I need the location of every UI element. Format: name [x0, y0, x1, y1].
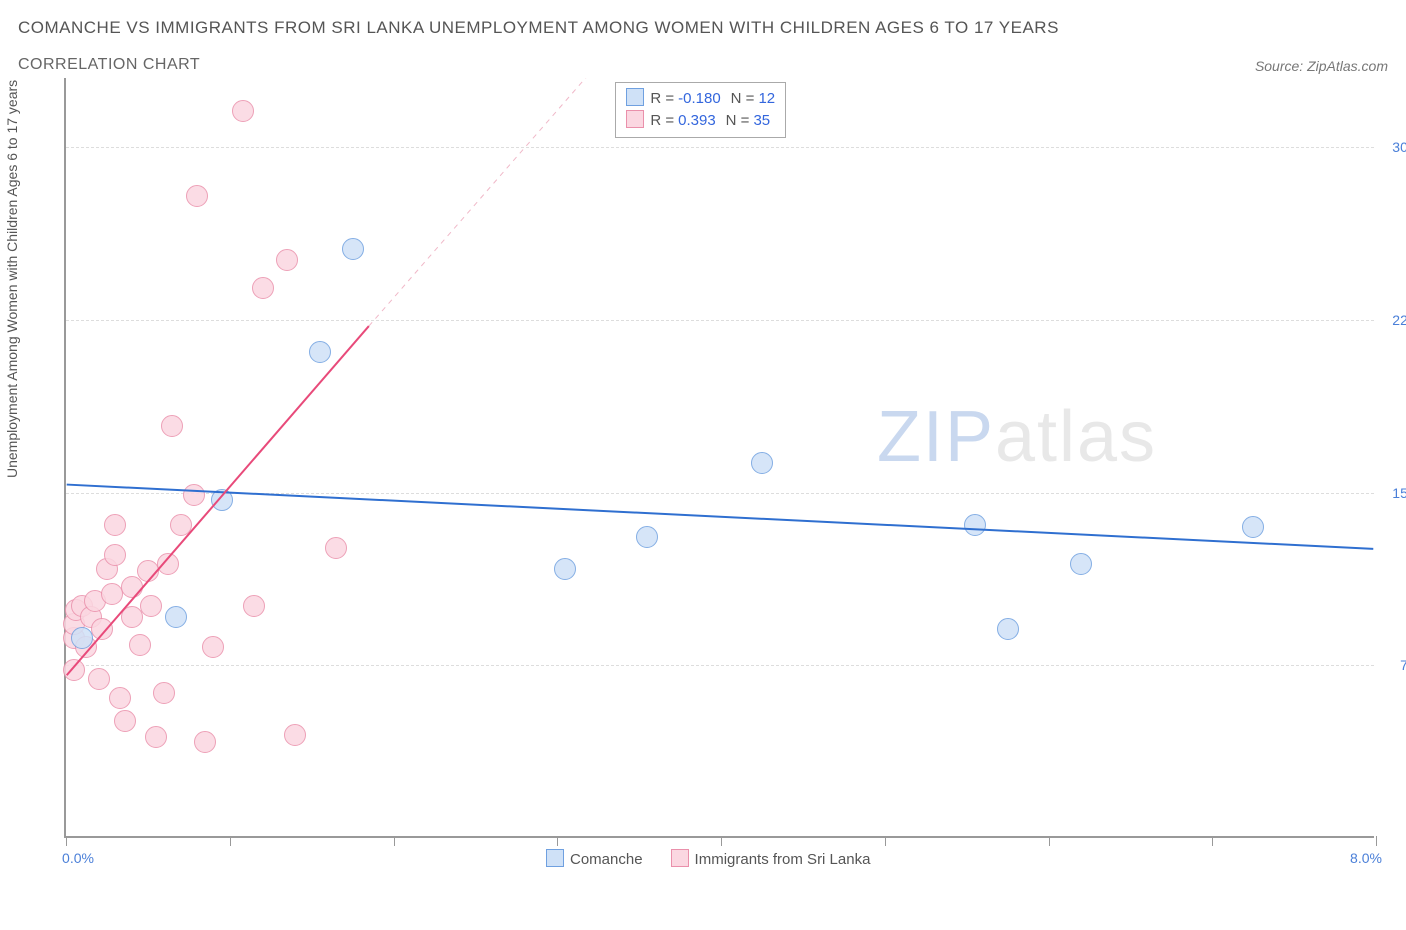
y-tick-label: 22.5%: [1392, 312, 1406, 328]
bottom-legend-label: Comanche: [570, 851, 643, 868]
point-b: [186, 185, 208, 207]
point-b: [140, 595, 162, 617]
page-title: COMANCHE VS IMMIGRANTS FROM SRI LANKA UN…: [18, 18, 1059, 38]
legend-stats-box: R =-0.180N =12R =0.393N =35: [615, 82, 786, 138]
point-b: [114, 710, 136, 732]
point-a: [211, 489, 233, 511]
x-tick: [394, 836, 395, 846]
y-tick-label: 15.0%: [1392, 485, 1406, 501]
point-a: [1070, 553, 1092, 575]
bottom-legend-item: Immigrants from Sri Lanka: [671, 851, 871, 868]
x-tick: [66, 836, 67, 846]
point-b: [109, 687, 131, 709]
y-tick-label: 30.0%: [1392, 139, 1406, 155]
point-b: [284, 724, 306, 746]
point-a: [309, 341, 331, 363]
bottom-legend: Comanche Immigrants from Sri Lanka: [546, 849, 898, 868]
point-a: [964, 514, 986, 536]
point-a: [342, 238, 364, 260]
point-a: [554, 558, 576, 580]
legend-r-label: R =: [650, 112, 674, 129]
legend-swatch: [626, 110, 644, 128]
chart-subtitle: CORRELATION CHART: [18, 56, 200, 74]
legend-stats-row: R =-0.180 N =12: [626, 88, 775, 110]
y-tick-label: 7.5%: [1400, 657, 1406, 673]
point-b: [121, 606, 143, 628]
x-tick: [557, 836, 558, 846]
legend-stats-row: R =0.393 N =35: [626, 110, 775, 132]
gridline: [66, 493, 1374, 494]
legend-n-value: 35: [753, 112, 770, 129]
point-a: [751, 452, 773, 474]
point-b: [63, 659, 85, 681]
legend-n-label: N =: [726, 112, 750, 129]
watermark-atlas: atlas: [995, 397, 1157, 477]
point-b: [252, 277, 274, 299]
x-tick-label: 0.0%: [62, 850, 94, 866]
point-b: [91, 618, 113, 640]
point-b: [276, 249, 298, 271]
y-axis-label: Unemployment Among Women with Children A…: [4, 80, 20, 478]
point-a: [71, 627, 93, 649]
point-b: [243, 595, 265, 617]
gridline: [66, 147, 1374, 148]
point-b: [157, 553, 179, 575]
point-a: [636, 526, 658, 548]
gridline: [66, 665, 1374, 666]
point-b: [161, 415, 183, 437]
x-tick-label: 8.0%: [1350, 850, 1382, 866]
legend-r-value: 0.393: [678, 112, 716, 129]
point-b: [183, 484, 205, 506]
watermark: ZIPatlas: [877, 396, 1157, 478]
legend-n-label: N =: [731, 90, 755, 107]
x-tick: [1049, 836, 1050, 846]
point-b: [153, 682, 175, 704]
point-b: [104, 514, 126, 536]
chart-container: Unemployment Among Women with Children A…: [18, 78, 1388, 878]
bottom-legend-label: Immigrants from Sri Lanka: [695, 851, 871, 868]
x-tick: [721, 836, 722, 846]
x-tick: [1212, 836, 1213, 846]
point-a: [997, 618, 1019, 640]
source-label: Source: ZipAtlas.com: [1255, 58, 1388, 74]
legend-r-value: -0.180: [678, 90, 721, 107]
gridline: [66, 320, 1374, 321]
x-tick: [885, 836, 886, 846]
legend-swatch: [671, 849, 689, 867]
x-tick: [1376, 836, 1377, 846]
x-tick: [230, 836, 231, 846]
bottom-legend-item: Comanche: [546, 851, 643, 868]
legend-swatch: [546, 849, 564, 867]
legend-n-value: 12: [758, 90, 775, 107]
point-b: [194, 731, 216, 753]
point-b: [129, 634, 151, 656]
legend-r-label: R =: [650, 90, 674, 107]
plot-area: ZIPatlas R =-0.180N =12R =0.393N =35 Com…: [64, 78, 1374, 838]
point-a: [165, 606, 187, 628]
point-b: [202, 636, 224, 658]
point-b: [170, 514, 192, 536]
watermark-zip: ZIP: [877, 397, 995, 477]
point-b: [88, 668, 110, 690]
point-b: [121, 576, 143, 598]
point-b: [325, 537, 347, 559]
point-b: [104, 544, 126, 566]
point-b: [145, 726, 167, 748]
point-b: [232, 100, 254, 122]
point-a: [1242, 516, 1264, 538]
legend-swatch: [626, 88, 644, 106]
